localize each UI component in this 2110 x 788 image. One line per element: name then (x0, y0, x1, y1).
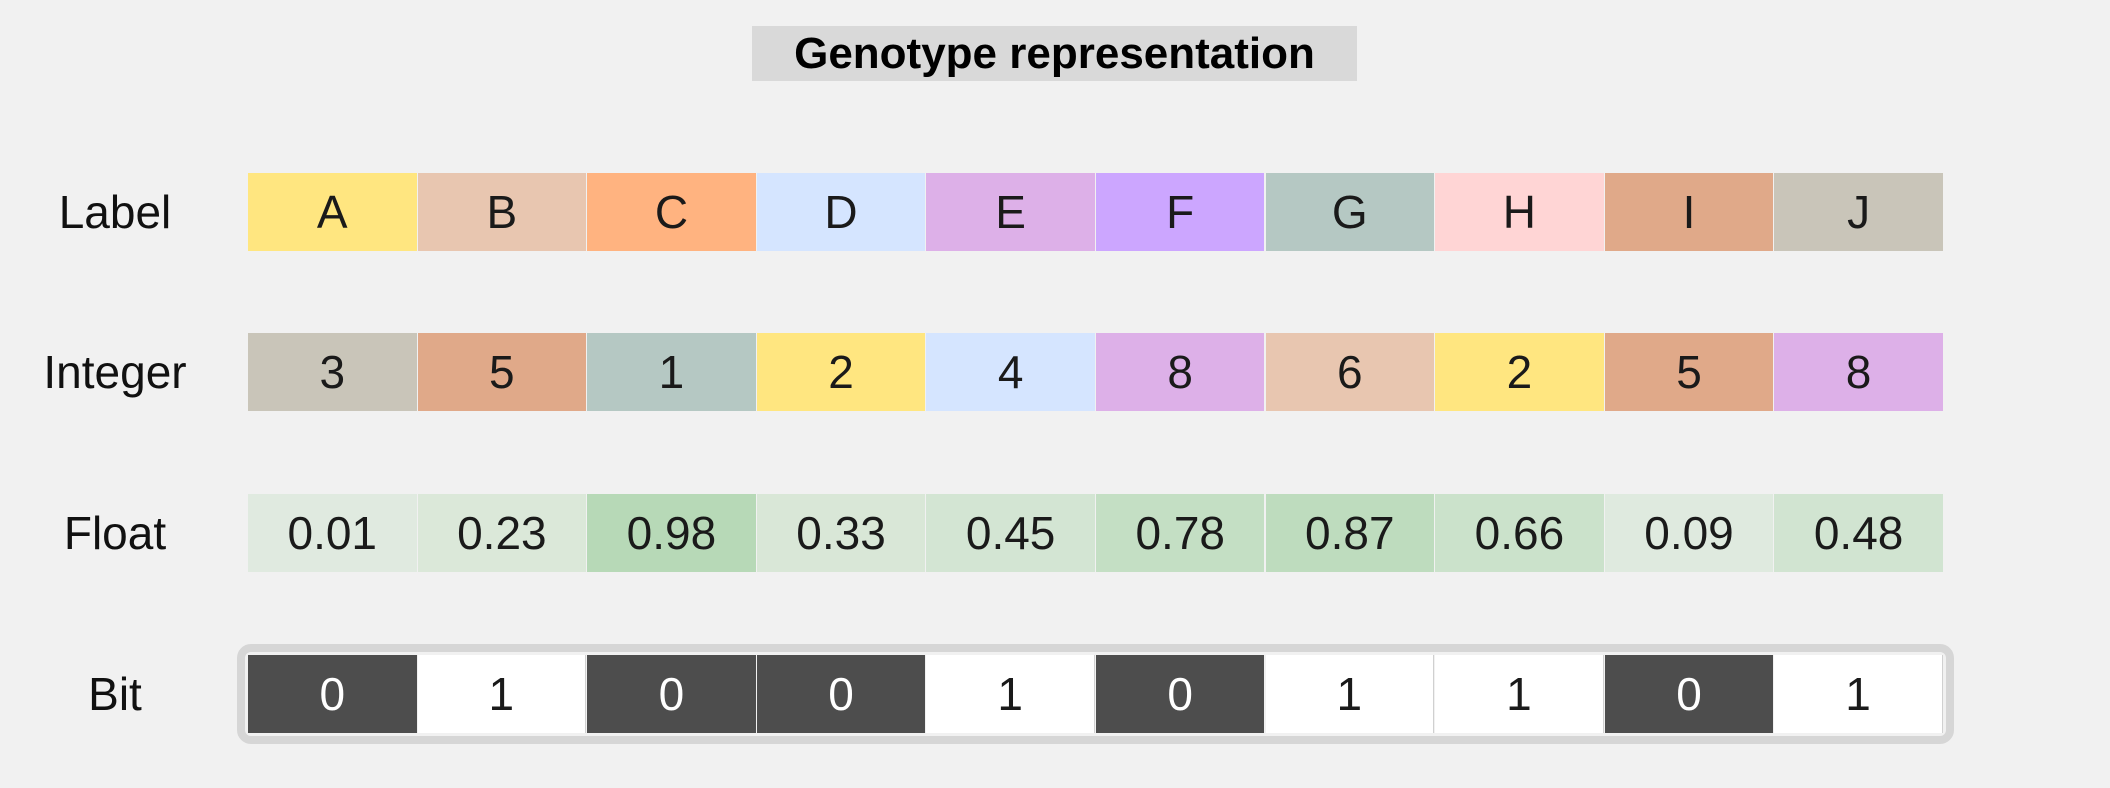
gene-cell: 1 (587, 333, 756, 411)
gene-cell: 0.78 (1095, 494, 1265, 572)
gene-cell: 0 (756, 655, 926, 733)
gene-cell: 0.48 (1774, 494, 1943, 572)
row-label: Integer (43, 346, 187, 398)
gene-cell: 3 (248, 333, 417, 411)
gene-cell: A (248, 173, 417, 251)
gene-cell: 0.33 (756, 494, 926, 572)
gene-cell: 5 (417, 333, 587, 411)
bit-row: Bit 0 1 0 0 1 0 1 1 0 1 (0, 644, 2110, 744)
gene-cell: 0 (248, 655, 417, 733)
gene-cell: 1 (417, 655, 587, 733)
gene-cell: I (1604, 173, 1774, 251)
gene-cell: H (1435, 173, 1604, 251)
gene-cell: 0.09 (1604, 494, 1774, 572)
gene-cell: 1 (1265, 655, 1435, 733)
gene-cell: 0.66 (1435, 494, 1604, 572)
gene-cell: 2 (756, 333, 926, 411)
gene-cell: 4 (926, 333, 1095, 411)
gene-cell: J (1774, 173, 1943, 251)
gene-cell: 0.98 (587, 494, 756, 572)
gene-cell: 5 (1604, 333, 1774, 411)
gene-cell: D (756, 173, 926, 251)
gene-cell: C (587, 173, 756, 251)
float-row: Float 0.01 0.23 0.98 0.33 0.45 0.78 0.87 0.66 0.0… (0, 494, 2110, 572)
gene-cell: 6 (1265, 333, 1435, 411)
row-label: Bit (88, 668, 142, 720)
row-label: Float (63, 507, 167, 559)
integer-row: Integer 3 5 1 2 4 8 6 2 5 8 (0, 333, 2110, 411)
gene-cell: 0 (1095, 655, 1265, 733)
gene-cell: 1 (926, 655, 1095, 733)
gene-cell: 8 (1774, 333, 1943, 411)
gene-cell: 0 (1604, 655, 1774, 733)
gene-cell: 0 (587, 655, 756, 733)
gene-cell: E (926, 173, 1095, 251)
gene-cell: 1 (1774, 655, 1943, 733)
bit-row-frame (237, 644, 1954, 744)
row-label: Label (58, 186, 172, 238)
gene-cell: 0.01 (248, 494, 417, 572)
gene-cell: B (417, 173, 587, 251)
gene-cell: 0.23 (417, 494, 587, 572)
gene-cell: 0.87 (1265, 494, 1435, 572)
gene-cell: 8 (1095, 333, 1265, 411)
gene-cell: 2 (1435, 333, 1604, 411)
gene-cell: 0.45 (926, 494, 1095, 572)
label-row: Label A B C D E F G H I J (0, 173, 2110, 251)
gene-cell: G (1265, 173, 1435, 251)
gene-cells: 0.01 0.23 0.98 0.33 0.45 0.78 0.87 0.66 0.09 0.48 (248, 494, 1943, 572)
gene-cell: 1 (1435, 655, 1604, 733)
diagram-title: Genotype representation (752, 26, 1357, 81)
gene-cell: F (1095, 173, 1265, 251)
